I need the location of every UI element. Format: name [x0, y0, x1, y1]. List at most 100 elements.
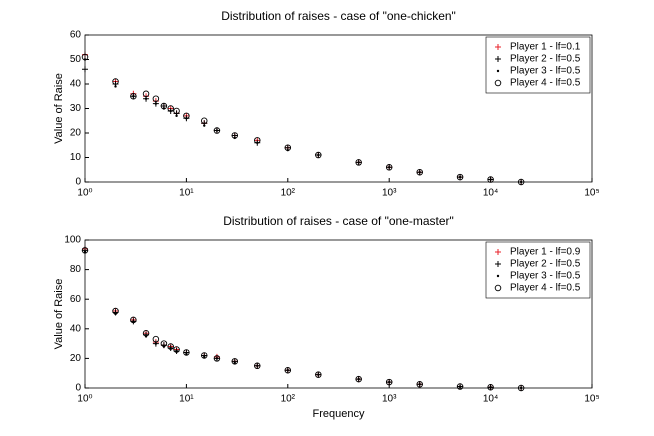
marker-circle	[201, 117, 208, 124]
marker-circle	[416, 168, 423, 176]
marker-dot	[114, 85, 117, 88]
y-tick-label: 100	[64, 235, 81, 246]
marker-circle	[167, 105, 174, 112]
marker-circle	[152, 335, 160, 343]
marker-circle	[173, 107, 180, 115]
legend-text: Player 2 - lf=0.5	[510, 54, 581, 65]
marker-dot	[418, 171, 421, 174]
marker-dot	[132, 320, 135, 323]
marker-dot	[317, 153, 320, 157]
marker-dot	[357, 377, 360, 381]
y-tick-label: 30	[70, 103, 82, 114]
marker-circle	[355, 375, 362, 383]
x-tick-label: 10¹	[179, 188, 194, 199]
marker-dot	[256, 364, 259, 367]
marker-circle	[160, 102, 168, 110]
axes-frame	[84, 34, 593, 183]
marker-circle	[183, 349, 190, 356]
y-tick-label: 40	[70, 79, 82, 90]
x-tick-label: 10⁰	[77, 394, 92, 405]
marker-circle	[112, 307, 119, 315]
marker-dot	[132, 95, 135, 98]
marker-circle	[385, 378, 393, 386]
y-tick-label: 50	[70, 54, 82, 65]
marker-dot	[357, 161, 360, 164]
marker-circle	[201, 352, 208, 359]
marker-dot	[317, 373, 320, 376]
marker-circle	[231, 358, 239, 365]
subplot: Distribution of raises - case of "one-ma…	[53, 214, 600, 420]
x-tick-label: 10⁰	[77, 188, 92, 199]
x-tick-label: 10³	[382, 394, 397, 405]
marker-circle	[167, 343, 174, 350]
axes-frame	[84, 239, 593, 389]
legend-box	[485, 241, 591, 299]
marker-circle	[315, 151, 322, 159]
chart-title: Distribution of raises - case of "one-ch…	[221, 9, 456, 23]
marker-dot	[203, 124, 206, 127]
x-axis-label: Frequency	[313, 408, 365, 420]
chart-title: Distribution of raises - case of "one-ma…	[223, 214, 454, 228]
x-tick-label: 10²	[281, 188, 296, 199]
marker-circle	[456, 173, 464, 181]
marker-dot	[144, 97, 148, 100]
legend-marker	[495, 56, 501, 62]
marker-dot	[286, 369, 289, 372]
marker-dot	[458, 385, 462, 388]
x-tick-label: 10⁵	[584, 394, 599, 405]
marker-dot	[233, 361, 236, 365]
marker-circle	[130, 316, 137, 324]
legend-marker	[494, 284, 502, 292]
marker-circle	[112, 78, 119, 85]
marker-circle	[416, 381, 423, 388]
legend-text: Player 4 - lf=0.5	[510, 283, 581, 294]
marker-circle	[130, 92, 137, 100]
x-tick-label: 10³	[382, 188, 397, 199]
marker-dot	[175, 114, 178, 118]
marker-dot	[154, 102, 158, 105]
legend-text: Player 2 - lf=0.5	[510, 259, 581, 270]
marker-circle	[385, 164, 393, 171]
legend-marker	[496, 274, 500, 278]
y-tick-label: 0	[75, 177, 81, 188]
subplot: Distribution of raises - case of "one-ch…	[53, 9, 600, 198]
legend-box	[485, 36, 591, 94]
y-tick-label: 0	[75, 383, 81, 394]
marker-dot	[215, 129, 219, 132]
legend-text: Player 3 - lf=0.5	[510, 271, 581, 282]
y-tick-label: 60	[70, 30, 82, 41]
marker-dot	[154, 342, 158, 345]
marker-circle	[355, 159, 362, 166]
y-tick-label: 40	[70, 323, 82, 334]
y-tick-label: 10	[70, 152, 82, 163]
legend-text: Player 4 - lf=0.5	[510, 78, 581, 89]
marker-circle	[315, 371, 322, 378]
x-tick-label: 10¹	[179, 394, 194, 405]
legend-marker	[495, 261, 501, 267]
legend-marker	[495, 44, 501, 50]
x-tick-label: 10²	[281, 394, 296, 405]
marker-circle	[183, 112, 190, 120]
marker-circle	[152, 95, 160, 102]
y-tick-label: 60	[70, 294, 82, 305]
x-tick-label: 10⁴	[483, 188, 498, 199]
legend-marker	[494, 79, 502, 87]
marker-dot	[185, 352, 188, 356]
y-tick-label: 80	[70, 264, 82, 275]
marker-circle	[160, 340, 168, 347]
x-tick-label: 10⁵	[584, 188, 599, 199]
marker-dot	[215, 357, 219, 360]
marker-dot	[418, 383, 421, 386]
legend-text: Player 1 - lf=0.9	[510, 247, 581, 258]
marker-circle	[213, 127, 221, 134]
marker-dot	[169, 346, 172, 350]
legend-marker	[496, 69, 500, 73]
marker-circle	[284, 366, 292, 374]
legend-text: Player 1 - lf=0.1	[510, 42, 581, 53]
marker-dot	[489, 178, 492, 181]
marker-circle	[284, 144, 292, 151]
legend-marker	[495, 249, 501, 255]
y-axis-label: Value of Raise	[53, 279, 65, 350]
marker-dot	[388, 166, 391, 169]
